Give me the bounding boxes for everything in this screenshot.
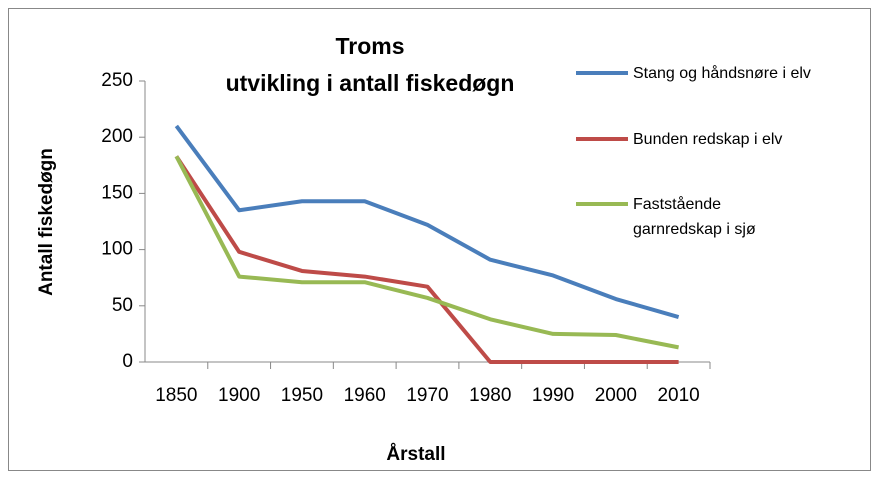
legend-label: Stang og håndsnøre i elv bbox=[633, 65, 811, 82]
x-tick-label: 1960 bbox=[344, 385, 386, 406]
x-tick-label: 1850 bbox=[155, 385, 197, 406]
y-tick-label: 250 bbox=[101, 70, 133, 91]
y-tick-label: 200 bbox=[101, 126, 133, 147]
x-tick-label: 1980 bbox=[469, 385, 511, 406]
y-axis-title: Antall fiskedøgn bbox=[36, 148, 57, 296]
legend-label: Bunden redskap i elv bbox=[633, 131, 783, 148]
y-tick-label: 0 bbox=[122, 351, 133, 372]
x-tick-label: 1900 bbox=[218, 385, 260, 406]
x-tick-label: 1990 bbox=[532, 385, 574, 406]
series-line bbox=[174, 124, 680, 319]
legend-label: Faststående garnredskap i sjø bbox=[633, 196, 756, 238]
series-line bbox=[174, 155, 679, 350]
chart-title: Troms bbox=[335, 33, 404, 59]
y-tick-label: 150 bbox=[101, 182, 133, 203]
x-axis-title: Årstall bbox=[386, 444, 445, 465]
x-tick-label: 1970 bbox=[406, 385, 448, 406]
chart-frame bbox=[8, 8, 871, 471]
y-tick-label: 50 bbox=[112, 295, 133, 316]
chart-subtitle: utvikling i antall fiskedøgn bbox=[226, 70, 515, 96]
series-line bbox=[174, 155, 679, 364]
x-tick-label: 1950 bbox=[281, 385, 323, 406]
x-tick-label: 2010 bbox=[657, 385, 699, 406]
x-tick-label: 2000 bbox=[595, 385, 637, 406]
y-tick-label: 100 bbox=[101, 239, 133, 260]
